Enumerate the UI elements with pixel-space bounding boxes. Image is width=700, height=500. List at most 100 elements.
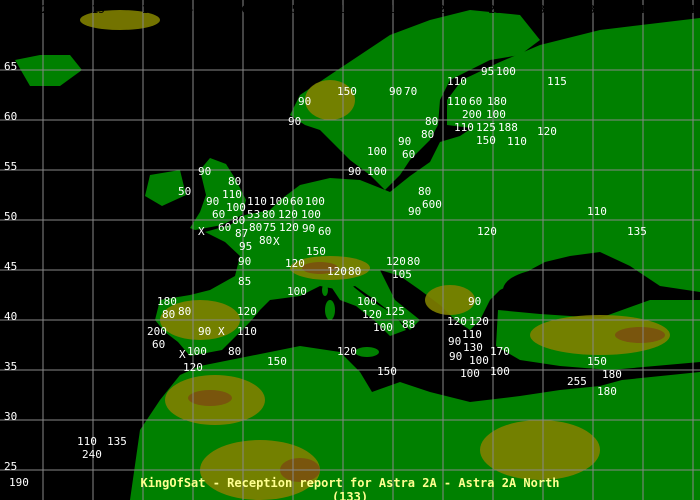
reception-report-label: 600	[422, 198, 442, 211]
reception-report-label: 90	[206, 195, 220, 208]
reception-report-label: 50	[178, 185, 192, 198]
map-title: KingOfSat - Reception report for Astra 2…	[140, 476, 560, 500]
reception-report-label: 85	[238, 275, 252, 288]
reception-report-label: X	[218, 325, 225, 338]
reception-report-label: 80	[421, 128, 435, 141]
reception-report-label: 120	[477, 225, 497, 238]
reception-report-label: 100	[226, 201, 246, 214]
reception-report-label: 100	[460, 367, 480, 380]
reception-report-label: 90	[389, 85, 403, 98]
reception-report-label: 100	[357, 295, 377, 308]
longitude-tick: 45	[688, 3, 700, 16]
reception-report-label: 53	[247, 208, 261, 221]
reception-report-label: 125	[476, 121, 496, 134]
reception-report-label: 100	[367, 145, 387, 158]
reception-report-label: 110	[447, 75, 467, 88]
reception-report-label: 90	[348, 165, 362, 178]
reception-report-label: 110	[247, 195, 267, 208]
reception-report-label: 90	[238, 255, 252, 268]
latitude-tick: 65	[4, 60, 18, 73]
reception-report-label: 80	[162, 308, 176, 321]
reception-report-label: 100	[373, 321, 393, 334]
reception-report-label: 200	[462, 108, 482, 121]
reception-report-label: 90	[449, 350, 463, 363]
reception-report-label: X	[273, 235, 280, 248]
longitude-tick: 25	[488, 3, 502, 16]
reception-report-label: 95	[481, 65, 495, 78]
reception-report-label: 110	[507, 135, 527, 148]
reception-report-label: 150	[377, 365, 397, 378]
longitude-tick: 10	[338, 3, 352, 16]
longitude-tick: 35	[588, 3, 602, 16]
reception-report-label: 90	[198, 325, 212, 338]
reception-report-label: 88	[402, 318, 416, 331]
reception-report-label: 180	[487, 95, 507, 108]
reception-report-label: 80	[178, 305, 192, 318]
reception-report-label: 110	[462, 328, 482, 341]
reception-report-label: 60	[152, 338, 166, 351]
reception-report-label: 130	[463, 341, 483, 354]
reception-report-label: 120	[327, 265, 347, 278]
reception-report-label: 60	[212, 208, 226, 221]
longitude-tick: 20	[438, 3, 452, 16]
reception-report-label: 150	[267, 355, 287, 368]
reception-report-label: 90	[468, 295, 482, 308]
reception-report-label: 120	[278, 208, 298, 221]
reception-report-label: 100	[469, 354, 489, 367]
reception-report-label: 90	[398, 135, 412, 148]
reception-report-label: 200	[147, 325, 167, 338]
reception-report-label: 150	[476, 134, 496, 147]
reception-report-label: 100	[486, 108, 506, 121]
reception-report-label: 105	[392, 268, 412, 281]
longitude-tick: 40	[638, 3, 652, 16]
reception-report-label: 80	[232, 214, 246, 227]
reception-report-label: 135	[627, 225, 647, 238]
longitude-tick: -20	[35, 3, 55, 16]
latitude-tick: 50	[4, 210, 18, 223]
black-sea	[503, 268, 607, 312]
longitude-tick: 15	[388, 3, 402, 16]
reception-report-label: 180	[602, 368, 622, 381]
longitude-tick: 0	[241, 3, 249, 16]
latitude-tick: 45	[4, 260, 18, 273]
reception-report-label: 87	[235, 227, 249, 240]
reception-report-label: 90	[408, 205, 422, 218]
reception-report-label: 110	[587, 205, 607, 218]
reception-report-label: 100	[367, 165, 387, 178]
reception-report-label: 80	[418, 185, 432, 198]
reception-report-label: 120	[386, 255, 406, 268]
reception-report-label: 70	[404, 85, 418, 98]
longitude-tick: -10	[135, 3, 155, 16]
reception-report-label: 120	[237, 305, 257, 318]
reception-report-label: 180	[597, 385, 617, 398]
longitude-tick: -15	[85, 3, 105, 16]
reception-report-label: 100	[287, 285, 307, 298]
corner-label: 190	[9, 476, 29, 489]
reception-report-label: 125	[385, 305, 405, 318]
reception-report-label: 120	[183, 361, 203, 374]
reception-report-label: 120	[362, 308, 382, 321]
reception-report-label: 120	[469, 315, 489, 328]
reception-report-label: 100	[496, 65, 516, 78]
reception-report-label: 80	[425, 115, 439, 128]
great-britain	[190, 158, 246, 230]
reception-report-label: 120	[285, 257, 305, 270]
reception-report-label: 120	[337, 345, 357, 358]
reception-report-label: 100	[301, 208, 321, 221]
reception-report-label: 100	[305, 195, 325, 208]
reception-report-label: 60	[218, 221, 232, 234]
reception-report-label: 60	[290, 195, 304, 208]
reception-report-label: 100	[269, 195, 289, 208]
latitude-tick: 60	[4, 110, 18, 123]
reception-report-label: 110	[454, 121, 474, 134]
reception-report-label: 255	[567, 375, 587, 388]
reception-report-label: 90	[288, 115, 302, 128]
reception-report-label: 80	[259, 234, 273, 247]
reception-report-label: 135	[107, 435, 127, 448]
reception-report-label: 90	[298, 95, 312, 108]
reception-report-label: 150	[337, 85, 357, 98]
reception-report-label: 80	[348, 265, 362, 278]
reception-report-label: 80	[228, 175, 242, 188]
